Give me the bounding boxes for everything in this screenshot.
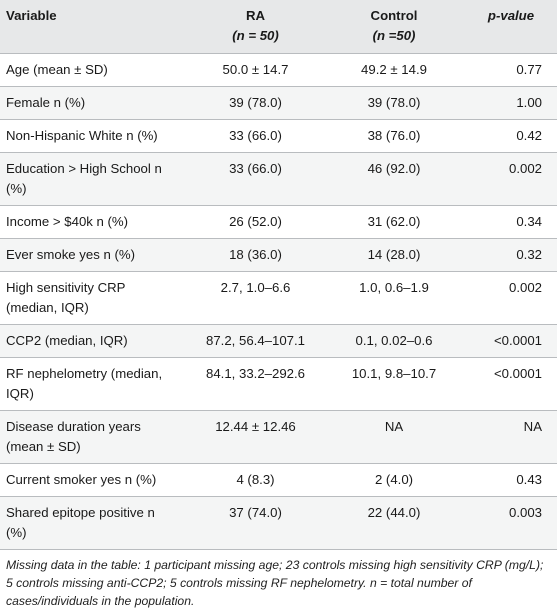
row-control-value: NA xyxy=(384,419,404,434)
row-control-value: 31 (62.0) xyxy=(367,214,421,229)
table-row: CCP2 (median, IQR) 87.2, 56.4–107.1 0.1, 0… xyxy=(0,324,557,358)
row-p-value: 0.42 xyxy=(516,128,542,143)
row-variable: Age (mean ± SD) xyxy=(6,62,108,77)
table-row: Shared epitope positive n (%) 37 (74.0) 22… xyxy=(0,496,557,549)
row-ra-value: 37 (74.0) xyxy=(229,505,282,520)
table-row: Education > High School n (%) 33 (66.0) 46… xyxy=(0,152,557,206)
header-row: Variable RA (n = 50) Control (n =50) p-v… xyxy=(0,0,557,54)
table-row: RF nephelometry (median, IQR) 84.1, 33.2–… xyxy=(0,357,557,411)
row-variable: Ever smoke yes n (%) xyxy=(6,247,135,262)
row-variable: Female n (%) xyxy=(6,95,86,110)
row-control-value: 2 (4.0) xyxy=(374,472,414,487)
row-ra-value: 26 (52.0) xyxy=(229,214,282,229)
row-variable: Income > $40k n (%) xyxy=(6,214,129,229)
row-variable: CCP2 (median, IQR) xyxy=(6,333,128,348)
row-p-value: 1.00 xyxy=(516,95,542,110)
header-control-n: (n =50) xyxy=(372,28,416,43)
header-pvalue: p-value xyxy=(487,8,535,23)
row-ra-value: 18 (36.0) xyxy=(229,247,282,262)
row-control-value: 39 (78.0) xyxy=(367,95,421,110)
row-ra-value: 39 (78.0) xyxy=(229,95,282,110)
row-p-value: 0.77 xyxy=(516,62,542,77)
header-ra-label: RA xyxy=(245,8,266,23)
row-control-value: 14 (28.0) xyxy=(367,247,421,262)
row-p-value: 0.32 xyxy=(516,247,542,262)
row-control-value: 49.2 ± 14.9 xyxy=(361,62,427,77)
row-p-value: 0.34 xyxy=(516,214,542,229)
header-ra: RA (n = 50) xyxy=(188,0,323,54)
table-row: Female n (%) 39 (78.0) 39 (78.0) 1.00 xyxy=(0,86,557,120)
row-variable: Disease duration years (mean ± SD) xyxy=(6,419,141,454)
row-p-value: 0.43 xyxy=(516,472,542,487)
row-variable: Education > High School n (%) xyxy=(6,161,162,196)
row-ra-value: 33 (66.0) xyxy=(229,128,282,143)
row-control-value: 22 (44.0) xyxy=(367,505,421,520)
table-row: Non-Hispanic White n (%) 33 (66.0) 38 (76.… xyxy=(0,119,557,153)
row-ra-value: 33 (66.0) xyxy=(229,161,282,176)
row-p-value: 0.002 xyxy=(508,161,542,176)
header-ra-n: (n = 50) xyxy=(232,28,279,43)
table-row: High sensitivity CRP (median, IQR) 2.7, 1… xyxy=(0,271,557,325)
table-row: Income > $40k n (%) 26 (52.0) 31 (62.0) 0.3… xyxy=(0,205,557,239)
row-p-value: 0.002 xyxy=(508,280,542,295)
row-variable: Current smoker yes n (%) xyxy=(6,472,157,487)
table-row: Current smoker yes n (%) 4 (8.3) 2 (4.0) 0.… xyxy=(0,463,557,497)
table-row: Ever smoke yes n (%) 18 (36.0) 14 (28.0) 0.… xyxy=(0,238,557,272)
row-ra-value: 4 (8.3) xyxy=(236,472,275,487)
row-ra-value: 12.44 ± 12.46 xyxy=(215,419,296,434)
header-control: Control (n =50) xyxy=(323,0,465,54)
row-variable: Non-Hispanic White n (%) xyxy=(6,128,158,143)
row-control-value: 1.0, 0.6–1.9 xyxy=(359,280,429,295)
row-control-value: 10.1, 9.8–10.7 xyxy=(351,366,437,381)
row-ra-value: 2.7, 1.0–6.6 xyxy=(220,280,291,295)
header-control-label: Control xyxy=(370,8,418,23)
row-p-value: NA xyxy=(523,419,542,434)
row-variable: RF nephelometry (median, IQR) xyxy=(6,366,163,401)
table-footnote: Missing data in the table: 1 participant… xyxy=(6,558,544,608)
row-ra-value: 84.1, 33.2–292.6 xyxy=(206,366,305,381)
row-control-value: 0.1, 0.02–0.6 xyxy=(355,333,433,348)
row-p-value: <0.0001 xyxy=(493,333,542,348)
footnote-divider xyxy=(0,549,557,550)
row-variable: Shared epitope positive n (%) xyxy=(6,505,155,540)
table-header: Variable RA (n = 50) Control (n =50) p-v… xyxy=(0,0,557,54)
table-row: Age (mean ± SD) 50.0 ± 14.7 49.2 ± 14.9 0.7… xyxy=(0,53,557,87)
characteristics-table: Variable RA (n = 50) Control (n =50) p-v… xyxy=(0,0,557,549)
row-control-value: 38 (76.0) xyxy=(367,128,421,143)
header-variable: Variable xyxy=(6,8,57,23)
row-ra-value: 87.2, 56.4–107.1 xyxy=(206,333,305,348)
row-control-value: 46 (92.0) xyxy=(367,161,421,176)
table-row: Disease duration years (mean ± SD) 12.44 … xyxy=(0,410,557,464)
row-ra-value: 50.0 ± 14.7 xyxy=(222,62,289,77)
table-body: Age (mean ± SD) 50.0 ± 14.7 49.2 ± 14.9 0.7… xyxy=(0,53,557,549)
row-variable: High sensitivity CRP (median, IQR) xyxy=(6,280,126,315)
row-p-value: <0.0001 xyxy=(493,366,542,381)
row-p-value: 0.003 xyxy=(508,505,542,520)
